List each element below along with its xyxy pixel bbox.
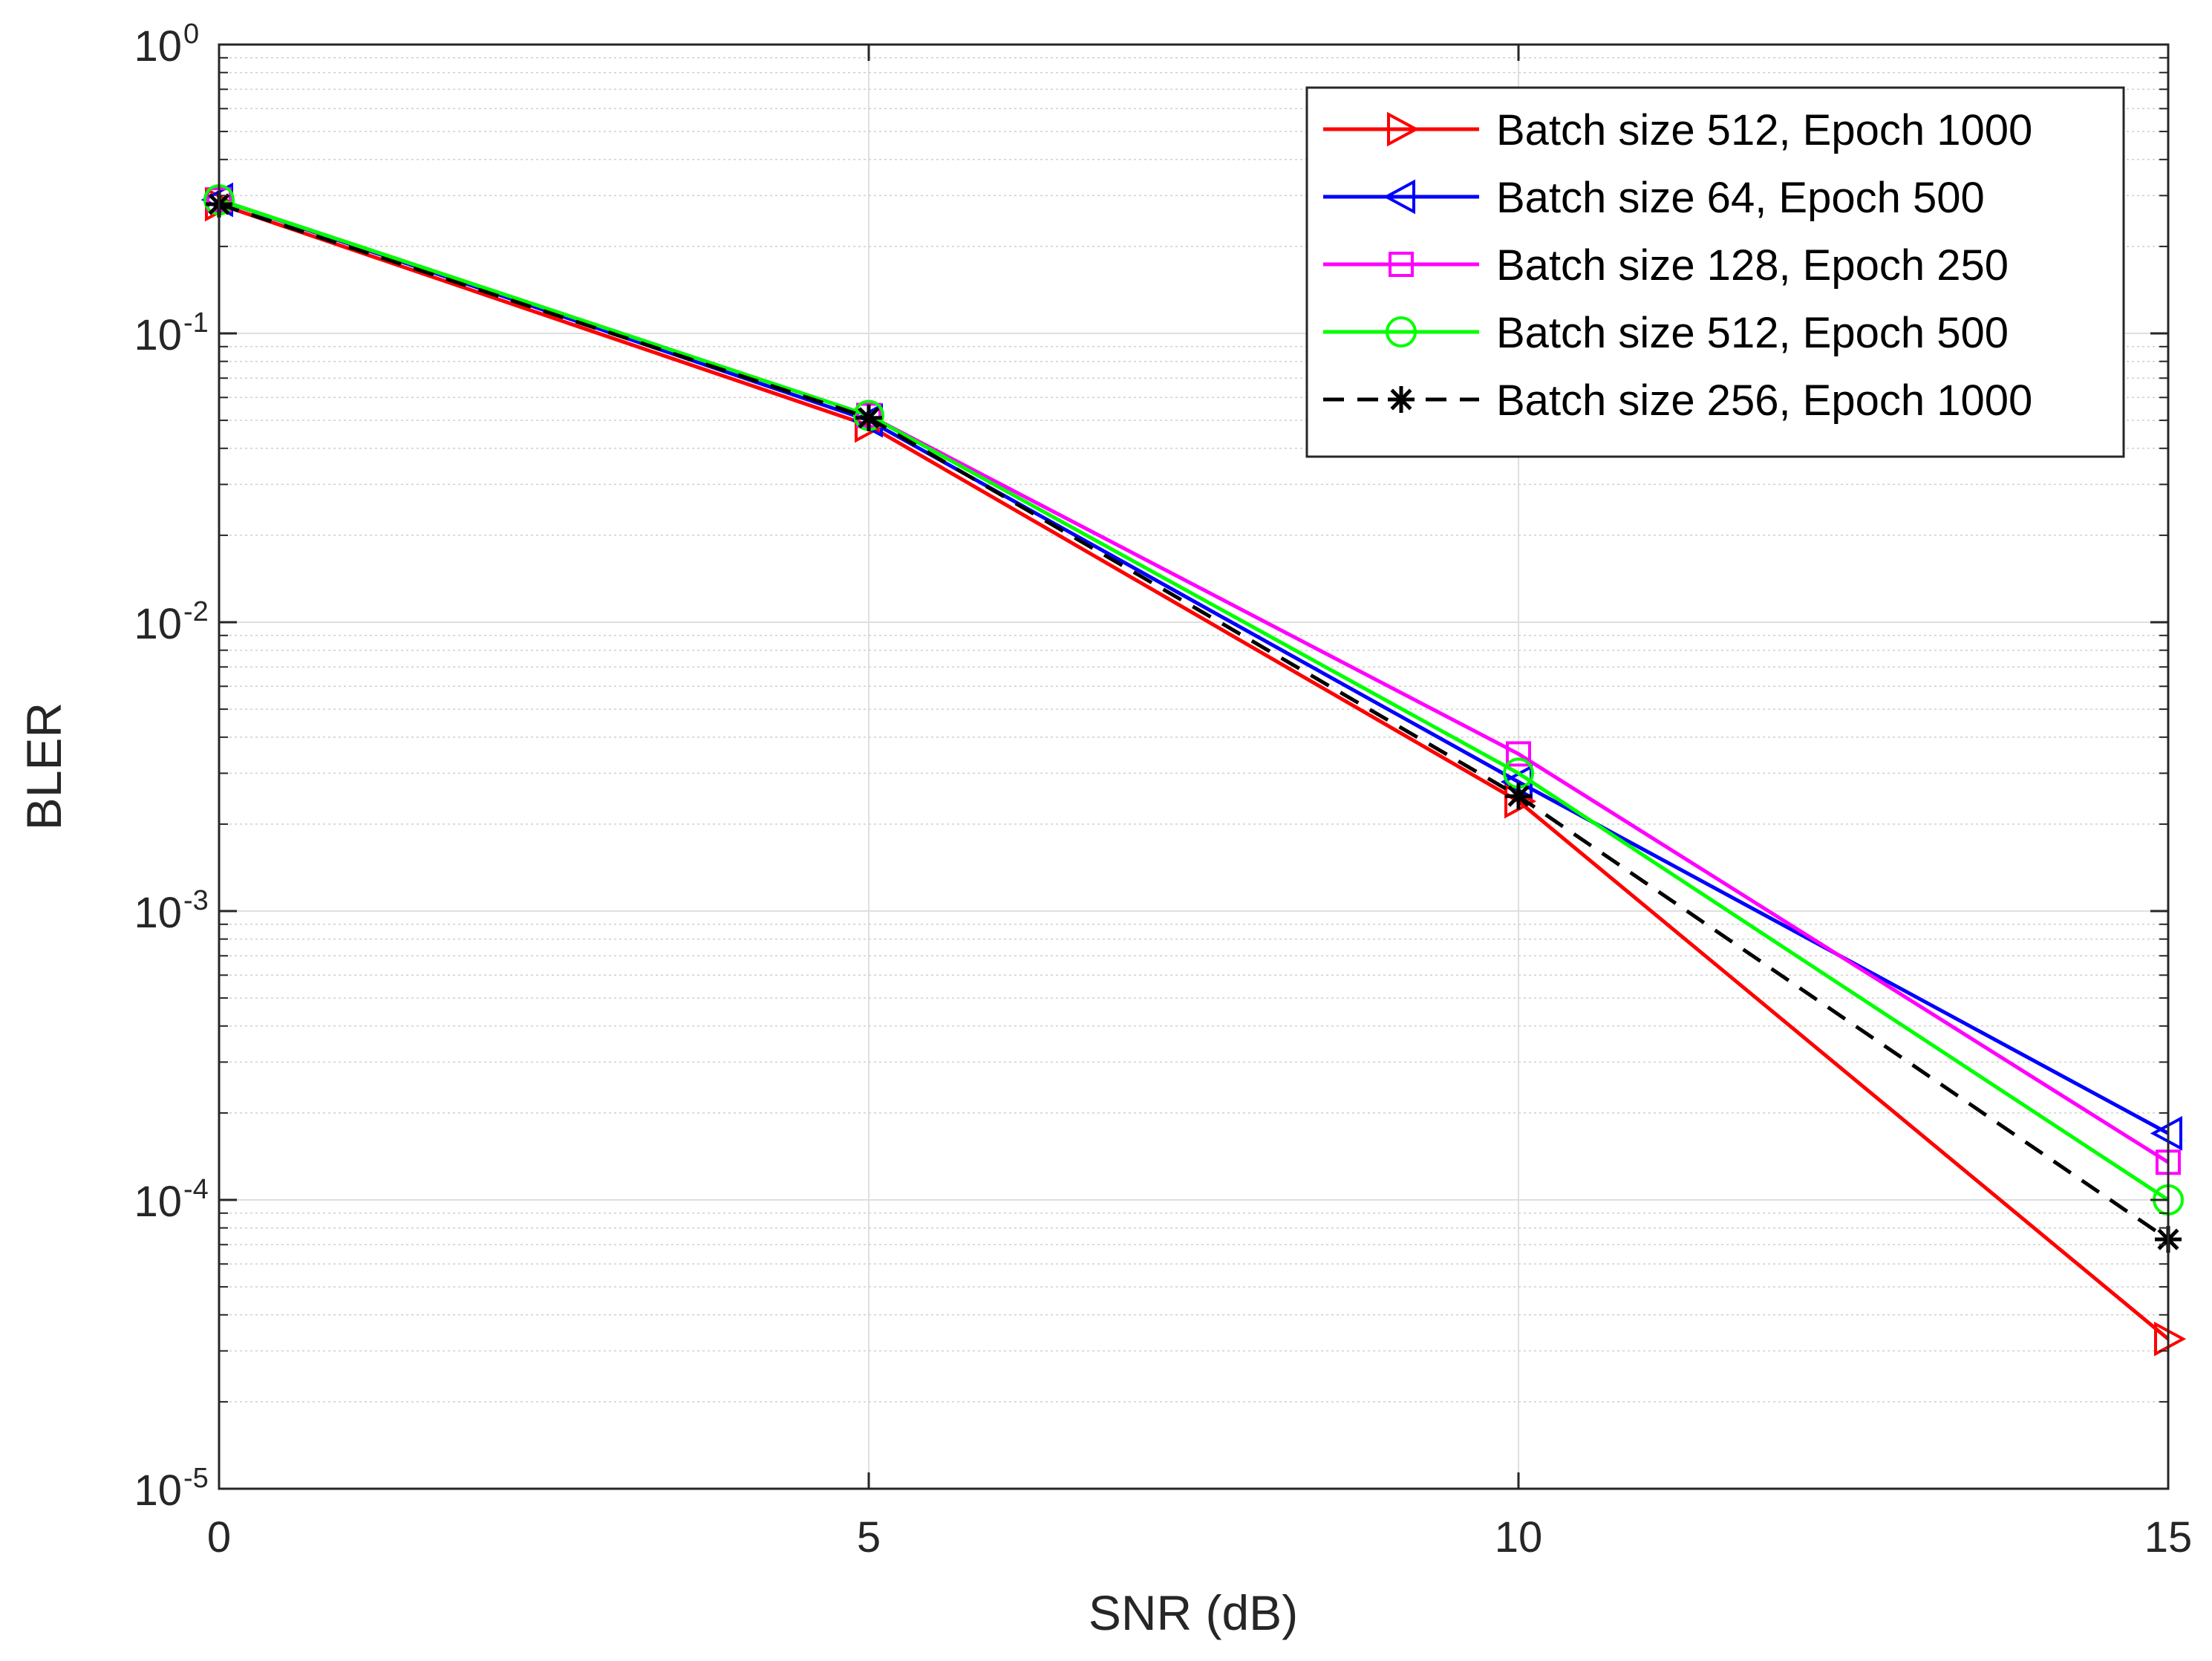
series-line	[218, 198, 2170, 1202]
asterisk-stroke	[1390, 388, 1412, 411]
legend-marker	[1383, 179, 1415, 215]
y-tick-label-exponent: -5	[183, 1463, 209, 1494]
asterisk-stroke	[1507, 785, 1530, 807]
legend-label: Batch size 64, Epoch 500	[1496, 174, 1985, 222]
series-line	[218, 202, 2170, 1341]
data-point	[1505, 783, 1532, 810]
series-line	[218, 202, 2170, 1241]
legend-label: Batch size 256, Epoch 1000	[1496, 376, 2032, 425]
series-layer	[200, 182, 2187, 1357]
x-tick-label: 0	[207, 1513, 231, 1562]
y-tick-label-exponent: -4	[183, 1174, 209, 1205]
plot-frame	[218, 43, 2170, 1490]
legend-entry: Batch size 512, Epoch 1000	[1323, 106, 2032, 154]
y-tick-label-exponent: -1	[183, 307, 209, 339]
legend-marker	[1389, 252, 1414, 277]
legend-entry: Batch size 512, Epoch 500	[1323, 309, 2009, 357]
legend-marker	[1388, 386, 1415, 413]
x-tick-label: 15	[2144, 1513, 2193, 1562]
y-tick-label-base: 10	[134, 311, 182, 359]
legend-entry: Batch size 64, Epoch 500	[1323, 174, 1985, 222]
x-tick-label: 5	[857, 1513, 881, 1562]
y-tick-label-base: 10	[134, 889, 182, 937]
legend-marker	[1386, 316, 1417, 347]
y-tick-label-base: 10	[134, 600, 182, 648]
data-point	[1506, 741, 1531, 767]
legend-entry: Batch size 128, Epoch 250	[1323, 241, 2009, 290]
asterisk-stroke	[858, 407, 880, 429]
legend-label: Batch size 128, Epoch 250	[1496, 241, 2009, 290]
legend-label: Batch size 512, Epoch 500	[1496, 309, 2009, 357]
y-tick-label-exponent: -2	[183, 596, 209, 627]
y-tick-label-base: 10	[134, 22, 182, 71]
x-tick-label: 10	[1495, 1513, 1543, 1562]
y-tick-label-exponent: -3	[183, 885, 209, 916]
legend-label: Batch size 512, Epoch 1000	[1496, 106, 2032, 154]
data-point	[855, 404, 882, 431]
y-tick-label-exponent: 0	[183, 19, 199, 50]
legend: Batch size 512, Epoch 1000 Batch size 64,…	[1305, 86, 2125, 458]
y-tick-label-base: 10	[134, 1178, 182, 1226]
legend-marker	[1387, 111, 1420, 147]
legend-box	[1305, 86, 2125, 458]
y-axis-label: BLER	[16, 702, 71, 830]
x-axis-label: SNR (dB)	[1089, 1585, 1298, 1640]
legend-entry: Batch size 256, Epoch 1000	[1323, 376, 2032, 425]
y-tick-label-base: 10	[134, 1466, 182, 1515]
series-5	[206, 191, 2182, 1253]
